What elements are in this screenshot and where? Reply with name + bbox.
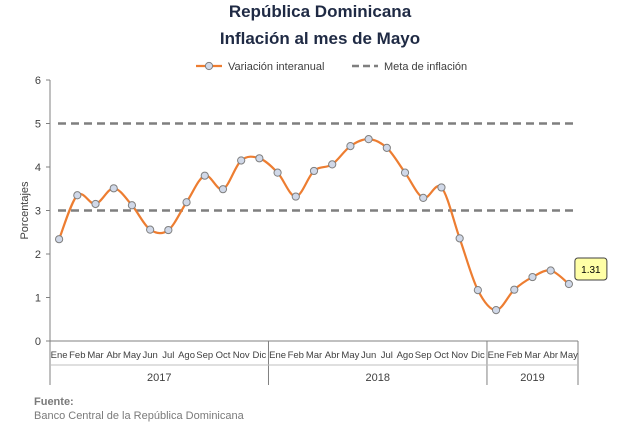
- data-point: [437, 183, 446, 192]
- data-point: [109, 184, 118, 193]
- data-point: [255, 154, 264, 163]
- data-point: [491, 306, 501, 315]
- data-point: [146, 225, 155, 234]
- chart-title: República Dominicana: [228, 2, 412, 21]
- data-point: [364, 135, 373, 144]
- data-point: [91, 199, 100, 209]
- data-point: [273, 168, 282, 177]
- x-tick-label: Ene: [269, 350, 286, 361]
- y-tick-label: 6: [35, 75, 41, 87]
- x-tick-label: Feb: [69, 350, 85, 361]
- x-tick-label: Sep: [415, 350, 432, 361]
- data-point: [510, 285, 519, 294]
- series-line-variacion: [58, 138, 570, 312]
- legend-label-meta: Meta de inflación: [384, 61, 467, 73]
- x-tick-label: Sep: [196, 350, 213, 361]
- x-tick-label: Jul: [381, 350, 393, 361]
- data-point: [382, 143, 391, 152]
- x-tick-label: Jun: [361, 350, 376, 361]
- legend-label-variacion: Variación interanual: [228, 61, 324, 73]
- data-point: [309, 166, 319, 176]
- x-tick-label: Mar: [524, 350, 540, 361]
- x-tick-label: Ene: [488, 350, 505, 361]
- x-tick-label: Dic: [253, 350, 267, 361]
- y-tick-label: 4: [35, 162, 41, 174]
- y-tick-label: 5: [35, 119, 41, 131]
- x-tick-label: Jun: [142, 350, 157, 361]
- data-point: [127, 201, 137, 210]
- x-tick-label: Ene: [51, 350, 68, 361]
- data-point: [182, 198, 191, 207]
- x-tick-label: Jul: [162, 350, 174, 361]
- year-label: 2018: [365, 372, 389, 384]
- data-point: [218, 185, 228, 194]
- x-tick-label: Nov: [233, 350, 250, 361]
- source-label: Fuente:: [34, 396, 74, 408]
- x-tick-label: Mar: [306, 350, 322, 361]
- x-tick-label: Dic: [471, 350, 485, 361]
- data-point: [473, 286, 482, 295]
- y-tick-label: 2: [35, 249, 41, 261]
- data-point: [528, 272, 537, 282]
- source-text: Banco Central de la República Dominicana: [34, 410, 244, 422]
- x-tick-label: Ago: [178, 350, 195, 361]
- y-tick-label: 0: [35, 336, 41, 348]
- data-point: [55, 235, 64, 244]
- data-point: [546, 266, 555, 275]
- data-point: [455, 234, 464, 243]
- data-point: [400, 168, 410, 177]
- y-tick-label: 3: [35, 206, 41, 218]
- x-tick-label: Abr: [106, 350, 121, 361]
- year-label: 2017: [147, 372, 171, 384]
- x-tick-label: Abr: [543, 350, 558, 361]
- chart-subtitle: Inflación al mes de Mayo: [219, 29, 421, 48]
- year-label: 2019: [520, 372, 544, 384]
- x-tick-label: Abr: [325, 350, 340, 361]
- data-point: [164, 225, 173, 235]
- x-tick-label: May: [560, 350, 578, 361]
- legend-marker-variacion: [204, 61, 214, 71]
- data-point: [346, 142, 355, 151]
- callout-box: [574, 257, 608, 281]
- data-point: [237, 156, 246, 165]
- x-tick-label: Nov: [451, 350, 468, 361]
- x-tick-label: May: [341, 350, 359, 361]
- data-point: [291, 192, 300, 201]
- data-point: [328, 160, 337, 169]
- x-tick-label: Oct: [216, 350, 231, 361]
- data-point: [564, 279, 573, 289]
- y-tick-label: 1: [35, 293, 41, 305]
- data-point: [200, 171, 209, 180]
- x-tick-label: Mar: [87, 350, 103, 361]
- x-tick-label: Feb: [288, 350, 304, 361]
- callout-label: 1.31: [581, 265, 601, 276]
- x-tick-label: Feb: [506, 350, 522, 361]
- x-tick-label: Oct: [434, 350, 449, 361]
- data-point: [73, 191, 82, 200]
- x-tick-label: May: [123, 350, 141, 361]
- data-point: [419, 193, 428, 202]
- x-tick-label: Ago: [397, 350, 414, 361]
- y-axis-title: Porcentajes: [19, 181, 31, 240]
